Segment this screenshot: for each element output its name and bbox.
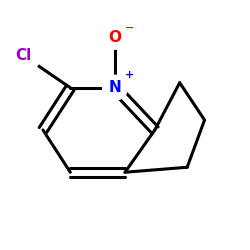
Text: O: O bbox=[108, 30, 122, 46]
Text: −: − bbox=[125, 23, 135, 33]
Circle shape bbox=[6, 38, 40, 73]
Circle shape bbox=[104, 27, 126, 49]
Text: N: N bbox=[109, 80, 122, 95]
Circle shape bbox=[103, 75, 128, 100]
Text: Cl: Cl bbox=[15, 48, 31, 63]
Text: +: + bbox=[125, 70, 134, 80]
